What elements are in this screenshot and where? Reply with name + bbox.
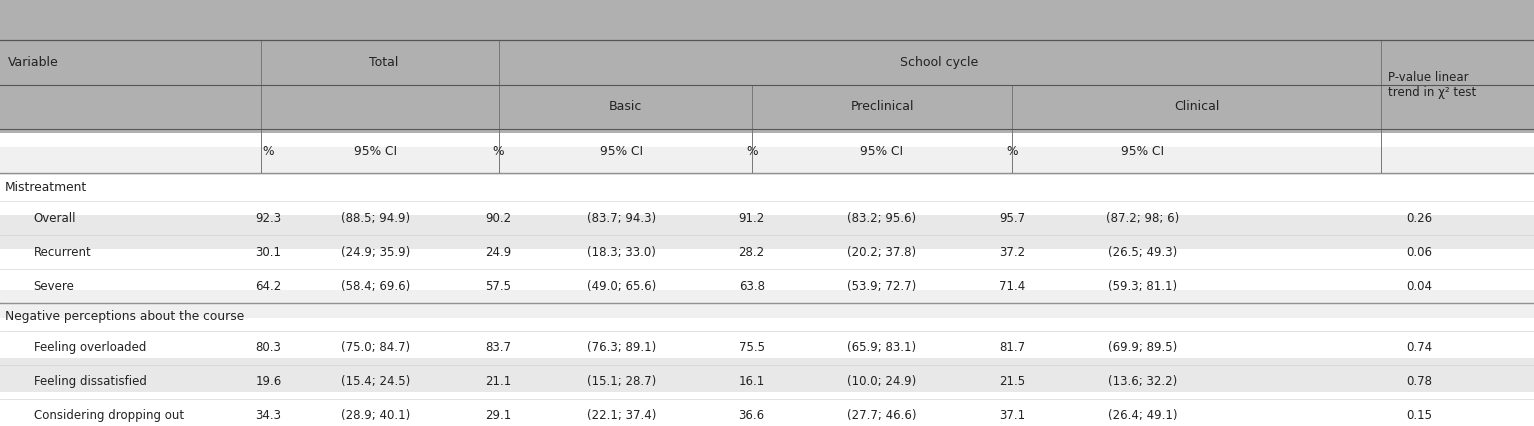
Text: (83.2; 95.6): (83.2; 95.6) — [847, 212, 917, 225]
Text: (28.9; 40.1): (28.9; 40.1) — [341, 409, 411, 422]
Text: 19.6: 19.6 — [255, 375, 282, 388]
Text: (15.1; 28.7): (15.1; 28.7) — [586, 375, 657, 388]
Text: 30.1: 30.1 — [256, 246, 281, 259]
Text: School cycle: School cycle — [900, 56, 979, 69]
Text: 83.7: 83.7 — [486, 341, 511, 354]
Text: (75.0; 84.7): (75.0; 84.7) — [341, 341, 411, 354]
Text: (27.7; 46.6): (27.7; 46.6) — [847, 409, 917, 422]
Bar — [0, 321, 1534, 355]
Text: Negative perceptions about the course: Negative perceptions about the course — [5, 311, 244, 323]
Text: 95% CI: 95% CI — [861, 145, 904, 158]
Bar — [0, 358, 1534, 392]
Text: (83.7; 94.3): (83.7; 94.3) — [586, 212, 657, 225]
Text: %: % — [262, 145, 275, 158]
Text: Basic: Basic — [609, 101, 641, 113]
Text: Severe: Severe — [34, 279, 75, 293]
Text: (26.4; 49.1): (26.4; 49.1) — [1108, 409, 1178, 422]
Text: 91.2: 91.2 — [738, 212, 765, 225]
Text: 71.4: 71.4 — [999, 279, 1026, 293]
Text: 64.2: 64.2 — [255, 279, 282, 293]
Text: (20.2; 37.8): (20.2; 37.8) — [847, 246, 917, 259]
Text: Preclinical: Preclinical — [850, 101, 914, 113]
Text: (24.9; 35.9): (24.9; 35.9) — [341, 246, 411, 259]
Bar — [0, 290, 1534, 318]
Text: 28.2: 28.2 — [738, 246, 765, 259]
Text: 95% CI: 95% CI — [354, 145, 397, 158]
Text: 0.04: 0.04 — [1407, 279, 1431, 293]
Text: %: % — [746, 145, 758, 158]
Text: (26.5; 49.3): (26.5; 49.3) — [1108, 246, 1178, 259]
Bar — [0, 178, 1534, 212]
Text: 80.3: 80.3 — [256, 341, 281, 354]
Text: (18.3; 33.0): (18.3; 33.0) — [588, 246, 655, 259]
Text: Total: Total — [368, 56, 399, 69]
Bar — [0, 396, 1534, 426]
Text: 81.7: 81.7 — [999, 341, 1026, 354]
Text: Overall: Overall — [34, 212, 77, 225]
Text: Feeling overloaded: Feeling overloaded — [34, 341, 146, 354]
Text: 37.1: 37.1 — [999, 409, 1026, 422]
Text: 63.8: 63.8 — [739, 279, 764, 293]
Text: 34.3: 34.3 — [256, 409, 281, 422]
Text: (22.1; 37.4): (22.1; 37.4) — [586, 409, 657, 422]
Text: %: % — [492, 145, 505, 158]
Text: 24.9: 24.9 — [485, 246, 512, 259]
Text: (76.3; 89.1): (76.3; 89.1) — [586, 341, 657, 354]
Text: (59.3; 81.1): (59.3; 81.1) — [1108, 279, 1178, 293]
Text: Variable: Variable — [8, 56, 58, 69]
Text: 95.7: 95.7 — [999, 212, 1026, 225]
Text: (58.4; 69.6): (58.4; 69.6) — [341, 279, 411, 293]
Text: (10.0; 24.9): (10.0; 24.9) — [847, 375, 917, 388]
Text: 95% CI: 95% CI — [600, 145, 643, 158]
Bar — [0, 215, 1534, 249]
Text: 21.5: 21.5 — [999, 375, 1026, 388]
Text: 75.5: 75.5 — [739, 341, 764, 354]
Text: Recurrent: Recurrent — [34, 246, 92, 259]
Text: (88.5; 94.9): (88.5; 94.9) — [341, 212, 411, 225]
Text: Clinical: Clinical — [1174, 101, 1220, 113]
Text: 37.2: 37.2 — [999, 246, 1026, 259]
Text: Feeling dissatisfied: Feeling dissatisfied — [34, 375, 147, 388]
Text: 0.74: 0.74 — [1405, 341, 1433, 354]
Bar — [0, 253, 1534, 287]
Text: (49.0; 65.6): (49.0; 65.6) — [586, 279, 657, 293]
Text: (53.9; 72.7): (53.9; 72.7) — [847, 279, 917, 293]
Text: 29.1: 29.1 — [485, 409, 512, 422]
Text: 0.15: 0.15 — [1407, 409, 1431, 422]
Text: 57.5: 57.5 — [486, 279, 511, 293]
Text: 0.78: 0.78 — [1407, 375, 1431, 388]
Bar — [0, 0, 1534, 133]
Text: (15.4; 24.5): (15.4; 24.5) — [341, 375, 411, 388]
Text: %: % — [1006, 145, 1019, 158]
Text: 90.2: 90.2 — [485, 212, 512, 225]
Text: (87.2; 98; 6): (87.2; 98; 6) — [1106, 212, 1180, 225]
Text: Considering dropping out: Considering dropping out — [34, 409, 184, 422]
Text: (65.9; 83.1): (65.9; 83.1) — [847, 341, 917, 354]
Text: 36.6: 36.6 — [738, 409, 765, 422]
Text: P-value linear
trend in χ² test: P-value linear trend in χ² test — [1388, 71, 1477, 99]
Text: (69.9; 89.5): (69.9; 89.5) — [1108, 341, 1178, 354]
Bar — [0, 147, 1534, 175]
Text: 0.06: 0.06 — [1407, 246, 1431, 259]
Text: Mistreatment: Mistreatment — [5, 181, 87, 194]
Text: 16.1: 16.1 — [738, 375, 765, 388]
Text: 0.26: 0.26 — [1405, 212, 1433, 225]
Text: 21.1: 21.1 — [485, 375, 512, 388]
Text: (13.6; 32.2): (13.6; 32.2) — [1108, 375, 1178, 388]
Text: 95% CI: 95% CI — [1121, 145, 1164, 158]
Text: 92.3: 92.3 — [255, 212, 282, 225]
